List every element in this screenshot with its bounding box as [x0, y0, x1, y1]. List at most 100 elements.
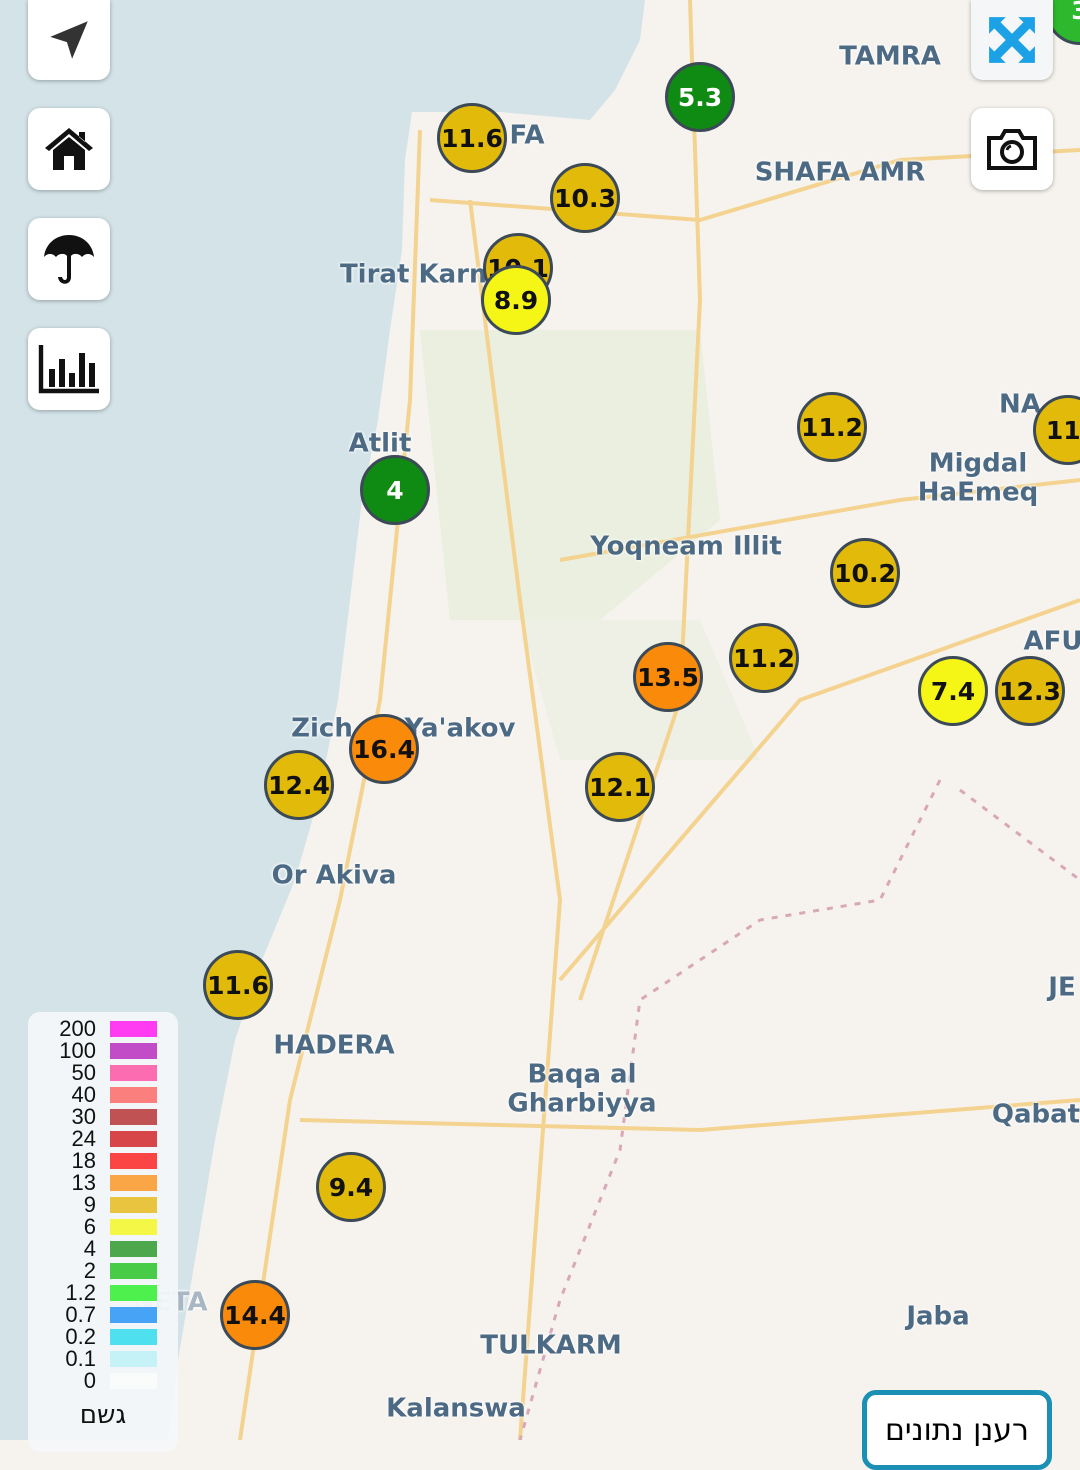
- legend-value: 1.2: [65, 1282, 96, 1304]
- place-label: Zich: [291, 715, 353, 744]
- rain-station-marker[interactable]: 11.6: [203, 950, 273, 1020]
- legend-title: גשם: [28, 1400, 178, 1430]
- expand-arrows-icon: [987, 15, 1037, 65]
- rain-station-marker[interactable]: 11.2: [729, 623, 799, 693]
- rain-station-marker[interactable]: 4: [360, 455, 430, 525]
- rain-station-marker[interactable]: 12.4: [264, 750, 334, 820]
- place-label: Atlit: [349, 430, 412, 459]
- legend-swatch: [110, 1219, 157, 1235]
- legend-value: 30: [72, 1106, 96, 1128]
- legend-item: 40: [28, 1084, 178, 1106]
- place-label: Yoqneam Illit: [590, 533, 782, 562]
- chart-button[interactable]: [28, 328, 110, 410]
- legend-item: 100: [28, 1040, 178, 1062]
- legend-swatch: [110, 1373, 157, 1389]
- legend-value: 100: [59, 1040, 96, 1062]
- legend-item: 24: [28, 1128, 178, 1150]
- legend-swatch: [110, 1241, 157, 1257]
- place-label: NA: [999, 391, 1041, 420]
- legend-swatch: [110, 1329, 157, 1345]
- legend-swatch: [110, 1021, 157, 1037]
- legend-swatch: [110, 1351, 157, 1367]
- umbrella-icon: [41, 231, 97, 287]
- legend-value: 2: [84, 1260, 96, 1282]
- rain-station-marker[interactable]: 10.2: [830, 538, 900, 608]
- refresh-data-button[interactable]: רענן נתונים: [862, 1390, 1052, 1470]
- legend-item: 30: [28, 1106, 178, 1128]
- legend-value: 200: [59, 1018, 96, 1040]
- legend-swatch: [110, 1307, 157, 1323]
- locate-button[interactable]: [28, 0, 110, 80]
- legend-value: 18: [72, 1150, 96, 1172]
- legend-value: 4: [84, 1238, 96, 1260]
- navigation-arrow-icon: [44, 15, 94, 65]
- rain-layer-button[interactable]: [28, 218, 110, 300]
- legend-swatch: [110, 1065, 157, 1081]
- place-label: Qabat: [992, 1101, 1080, 1130]
- legend-item: 1.2: [28, 1282, 178, 1304]
- place-label: Migdal HaEmeq: [918, 449, 1038, 506]
- legend-item: 18: [28, 1150, 178, 1172]
- legend-item: 4: [28, 1238, 178, 1260]
- place-label: JE: [1048, 974, 1075, 1003]
- legend-item: 13: [28, 1172, 178, 1194]
- legend-value: 0.1: [65, 1348, 96, 1370]
- legend-swatch: [110, 1263, 157, 1279]
- legend-item: 0.2: [28, 1326, 178, 1348]
- legend-item: 200: [28, 1018, 178, 1040]
- legend-item: 0.7: [28, 1304, 178, 1326]
- legend-value: 50: [72, 1062, 96, 1084]
- rain-station-marker[interactable]: 12.1: [585, 752, 655, 822]
- legend-swatch: [110, 1043, 157, 1059]
- legend-value: 0.2: [65, 1326, 96, 1348]
- place-label: TAMRA: [839, 43, 941, 72]
- legend-value: 0.7: [65, 1304, 96, 1326]
- rain-station-marker[interactable]: 5.3: [665, 62, 735, 132]
- legend-value: 9: [84, 1194, 96, 1216]
- legend-swatch: [110, 1109, 157, 1125]
- rain-station-marker[interactable]: 9.4: [316, 1152, 386, 1222]
- home-button[interactable]: [28, 108, 110, 190]
- rain-station-marker[interactable]: 13.5: [633, 642, 703, 712]
- fullscreen-button[interactable]: [971, 0, 1053, 80]
- place-label: Jaba: [906, 1303, 969, 1332]
- legend-item: 9: [28, 1194, 178, 1216]
- legend-value: 6: [84, 1216, 96, 1238]
- legend-item: 0.1: [28, 1348, 178, 1370]
- place-label: TULKARM: [480, 1332, 622, 1361]
- rain-station-marker[interactable]: 16.4: [349, 714, 419, 784]
- legend-value: 24: [72, 1128, 96, 1150]
- place-label: Kalanswa: [386, 1395, 526, 1424]
- place-label: Or Akiva: [272, 862, 397, 891]
- place-label: HADERA: [273, 1032, 394, 1061]
- legend-value: 13: [72, 1172, 96, 1194]
- place-label: Tirat Karm: [340, 261, 496, 290]
- bar-chart-icon: [37, 343, 101, 395]
- legend-item: 50: [28, 1062, 178, 1084]
- camera-icon: [985, 126, 1039, 172]
- rain-station-marker[interactable]: 7.4: [918, 656, 988, 726]
- legend-swatch: [110, 1285, 157, 1301]
- legend-swatch: [110, 1175, 157, 1191]
- rain-station-marker[interactable]: 12.3: [995, 656, 1065, 726]
- screenshot-button[interactable]: [971, 108, 1053, 190]
- legend-swatch: [110, 1197, 157, 1213]
- place-label: Baqa al Gharbiyya: [507, 1060, 656, 1117]
- legend-item: 0: [28, 1370, 178, 1392]
- rain-station-marker[interactable]: 8.9: [481, 265, 551, 335]
- place-label: SHAFA AMR: [755, 159, 926, 188]
- rain-station-marker[interactable]: 11.2: [797, 392, 867, 462]
- legend-value: 0: [84, 1370, 96, 1392]
- home-icon: [43, 126, 95, 172]
- legend-swatch: [110, 1087, 157, 1103]
- place-label: AFU: [1024, 628, 1080, 657]
- rain-station-marker[interactable]: 11.6: [437, 103, 507, 173]
- legend-value: 40: [72, 1084, 96, 1106]
- rain-station-marker[interactable]: 10.3: [550, 163, 620, 233]
- legend-item: 6: [28, 1216, 178, 1238]
- place-label: Ya'akov: [405, 715, 516, 744]
- legend-swatch: [110, 1131, 157, 1147]
- legend-swatch: [110, 1153, 157, 1169]
- rain-station-marker[interactable]: 14.4: [220, 1280, 290, 1350]
